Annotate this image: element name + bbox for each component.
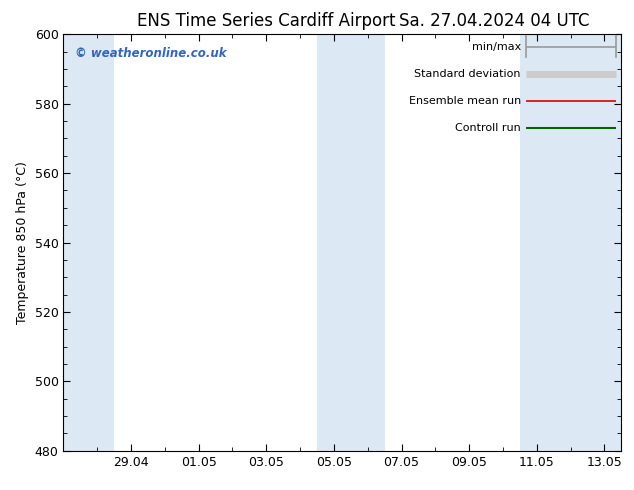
Text: Controll run: Controll run: [455, 123, 521, 133]
Text: ENS Time Series Cardiff Airport: ENS Time Series Cardiff Airport: [137, 12, 396, 30]
Bar: [317, 34, 385, 451]
Text: Ensemble mean run: Ensemble mean run: [409, 96, 521, 106]
Text: Sa. 27.04.2024 04 UTC: Sa. 27.04.2024 04 UTC: [399, 12, 590, 30]
Bar: [63, 34, 114, 451]
Text: min/max: min/max: [472, 42, 521, 52]
Text: Standard deviation: Standard deviation: [415, 69, 521, 79]
Text: © weatheronline.co.uk: © weatheronline.co.uk: [75, 47, 226, 60]
Y-axis label: Temperature 850 hPa (°C): Temperature 850 hPa (°C): [16, 161, 29, 324]
Bar: [520, 34, 621, 451]
